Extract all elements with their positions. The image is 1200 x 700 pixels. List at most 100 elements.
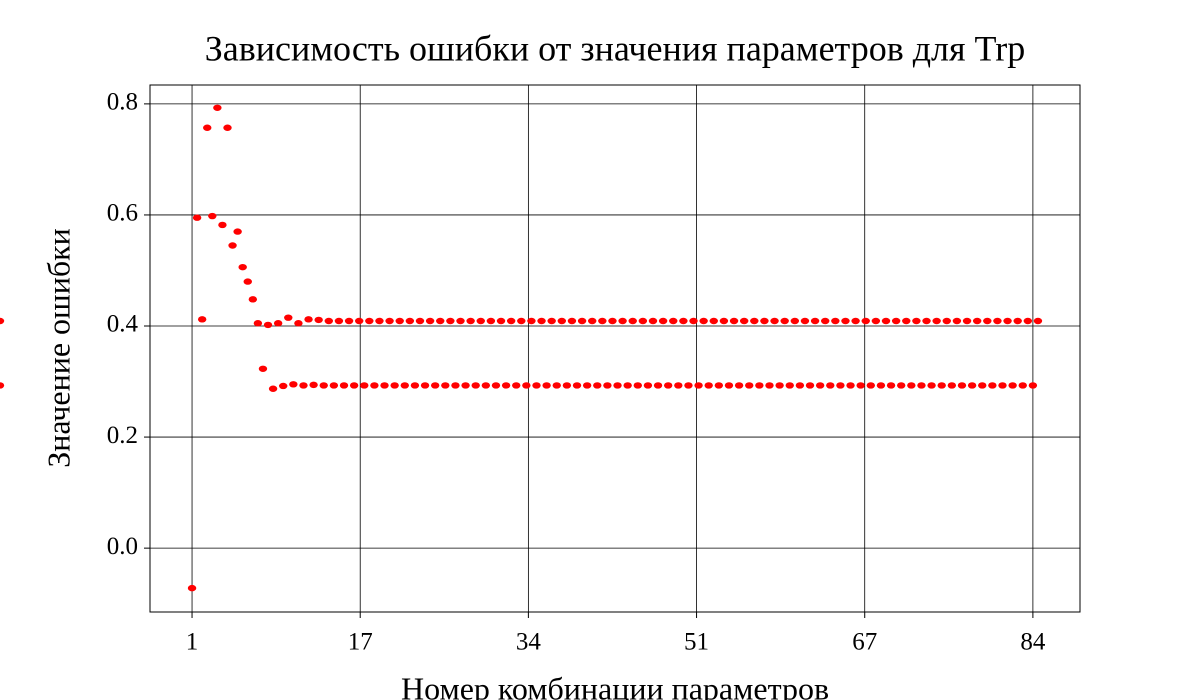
point (309, 381, 318, 389)
point (618, 317, 627, 325)
point (273, 320, 283, 327)
point (643, 382, 653, 389)
point (213, 104, 222, 111)
point (866, 382, 876, 389)
point (714, 382, 724, 389)
point (385, 317, 394, 325)
point (329, 382, 339, 389)
point (517, 317, 526, 325)
point (532, 382, 541, 389)
point (871, 317, 881, 325)
point (360, 382, 369, 389)
point (679, 317, 688, 325)
point (658, 317, 668, 325)
point (192, 214, 202, 221)
point (238, 263, 247, 271)
point (957, 382, 967, 389)
point (294, 320, 303, 327)
point (795, 382, 805, 389)
point (593, 382, 602, 389)
point (648, 317, 658, 325)
point (370, 382, 379, 389)
y-tick-label: 0.8 (107, 89, 138, 116)
point (436, 317, 445, 325)
point (896, 382, 906, 389)
point (263, 321, 273, 329)
point (577, 317, 587, 325)
point (653, 382, 663, 389)
point (780, 317, 789, 325)
point (390, 382, 399, 389)
point (1013, 317, 1022, 325)
point (709, 317, 718, 325)
point (324, 317, 334, 325)
point (861, 317, 870, 325)
y-tick-label: 0.2 (107, 422, 138, 449)
point (203, 124, 212, 131)
point (425, 317, 435, 325)
x-axis-label: Номер комбинации параметров (401, 670, 829, 700)
point (912, 317, 921, 325)
point (547, 317, 556, 325)
point (1028, 382, 1038, 389)
point (1018, 382, 1027, 389)
point (527, 317, 536, 325)
point (750, 317, 759, 325)
point (501, 382, 511, 389)
point (674, 382, 683, 389)
point (978, 382, 987, 389)
point (831, 317, 840, 325)
point (187, 584, 197, 592)
point (745, 382, 754, 389)
point (1008, 382, 1017, 389)
point (785, 382, 794, 389)
point (841, 317, 850, 325)
point (486, 317, 496, 325)
point (334, 317, 344, 325)
point (704, 382, 713, 389)
point (314, 316, 323, 324)
point (765, 382, 774, 389)
point (694, 382, 703, 389)
point (886, 382, 896, 389)
point (248, 296, 258, 303)
point (810, 317, 820, 325)
point (972, 317, 982, 325)
point (881, 317, 891, 325)
point (891, 317, 901, 325)
point (380, 382, 389, 389)
point (770, 317, 779, 325)
y-tick-label: 0.0 (107, 533, 138, 560)
point (598, 317, 607, 325)
x-tick-label: 17 (348, 629, 373, 656)
point (319, 382, 328, 389)
point (466, 317, 475, 325)
point (800, 317, 810, 325)
point (481, 382, 491, 389)
point (846, 382, 855, 389)
point (349, 382, 359, 389)
point (922, 317, 931, 325)
point (988, 382, 997, 389)
point (228, 242, 237, 249)
point (395, 317, 404, 325)
point (1033, 317, 1043, 325)
point (537, 317, 546, 325)
point (942, 317, 951, 325)
point (826, 382, 835, 389)
point (233, 228, 242, 235)
point (410, 382, 420, 389)
point (567, 317, 577, 325)
point (582, 382, 592, 389)
point (760, 317, 769, 325)
point (699, 317, 708, 325)
point (805, 382, 815, 389)
point (506, 317, 516, 325)
point (821, 317, 830, 325)
point (243, 278, 252, 285)
x-tick-label: 67 (852, 629, 877, 656)
point (689, 317, 698, 325)
point (471, 382, 480, 389)
point (522, 382, 531, 389)
point (258, 365, 268, 372)
